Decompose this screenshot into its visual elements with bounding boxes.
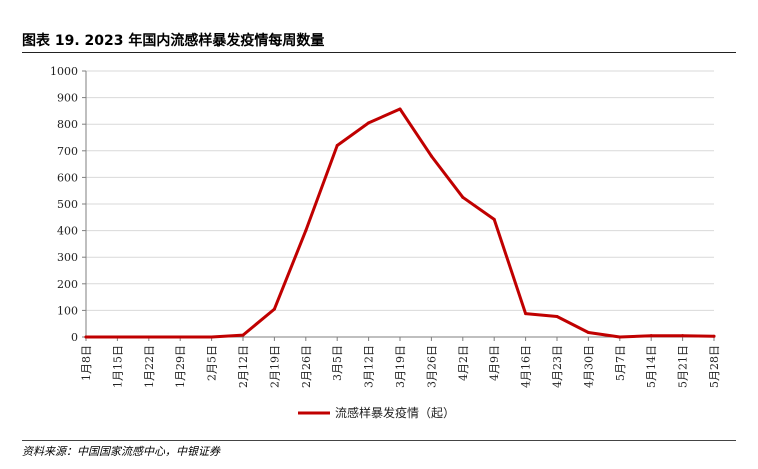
x-tick-label: 1月15日	[111, 345, 124, 388]
data-point	[712, 334, 716, 338]
data-point	[555, 315, 559, 319]
x-tick-label: 4月30日	[582, 345, 595, 388]
y-tick-label: 600	[57, 171, 78, 184]
x-tick-label: 4月16日	[520, 345, 533, 388]
x-tick-label: 1月29日	[174, 345, 187, 388]
series-group	[84, 107, 716, 339]
x-tick-label: 3月12日	[363, 345, 376, 388]
x-tick-label: 5月21日	[677, 345, 690, 388]
data-point	[178, 335, 182, 339]
x-tick-label: 5月14日	[645, 345, 658, 388]
x-tick-label: 2月26日	[300, 345, 313, 388]
data-point	[524, 312, 528, 316]
y-tick-label: 200	[57, 278, 78, 291]
series-line	[84, 107, 716, 339]
data-point	[586, 330, 590, 334]
top-rule	[22, 52, 736, 53]
x-tick-label: 3月26日	[425, 345, 438, 388]
y-tick-label: 800	[57, 118, 78, 131]
bottom-rule	[22, 440, 736, 441]
data-point	[681, 334, 685, 338]
data-point	[210, 335, 214, 339]
y-tick-label: 400	[57, 225, 78, 238]
x-tick-label: 1月22日	[143, 345, 156, 388]
data-point	[367, 121, 371, 125]
legend: 流感样暴发疫情（起）	[298, 405, 455, 420]
y-tick-label: 100	[57, 304, 78, 317]
x-tick-label: 2月5日	[206, 345, 219, 381]
x-tick-label: 3月19日	[394, 345, 407, 388]
x-tick-label: 2月12日	[237, 345, 250, 388]
line-chart: 0 100 200 300 400 500 600 700 800 900 1000 1月8日 1月1…	[50, 65, 721, 420]
x-tick-label: 3月5日	[331, 345, 344, 381]
data-point	[241, 333, 245, 337]
x-tick-label: 1月8日	[80, 345, 93, 381]
data-point	[649, 334, 653, 338]
legend-label: 流感样暴发疫情（起）	[335, 405, 455, 420]
x-tick-label: 4月9日	[488, 345, 501, 381]
data-point	[272, 307, 276, 311]
y-tick-label: 0	[71, 331, 78, 344]
chart-title: 图表 19. 2023 年国内流感样暴发疫情每周数量	[22, 33, 325, 49]
x-axis-ticks: 1月8日 1月15日 1月22日 1月29日 2月5日 2月12日 2月19日 2月26日 3月…	[80, 337, 721, 388]
data-point	[461, 195, 465, 199]
data-point	[618, 335, 622, 339]
data-point	[84, 335, 88, 339]
data-point	[147, 335, 151, 339]
source-note: 资料来源：中国国家流感中心，中银证券	[22, 445, 220, 458]
gridlines	[86, 70, 714, 311]
data-point	[398, 107, 402, 111]
x-tick-label: 2月19日	[268, 345, 281, 388]
y-tick-label: 900	[57, 92, 78, 105]
y-tick-label: 500	[57, 198, 78, 211]
y-tick-label: 1000	[50, 65, 78, 78]
data-point	[492, 217, 496, 221]
x-tick-label: 4月2日	[457, 345, 470, 381]
data-point	[429, 154, 433, 158]
x-tick-label: 4月23日	[551, 345, 564, 388]
data-point	[115, 335, 119, 339]
y-tick-label: 700	[57, 145, 78, 158]
y-axis-ticks: 0 100 200 300 400 500 600 700 800 900 1000	[50, 65, 86, 344]
data-point	[304, 229, 308, 233]
y-tick-label: 300	[57, 251, 78, 264]
x-tick-label: 5月7日	[614, 345, 627, 381]
x-tick-label: 5月28日	[708, 345, 721, 388]
data-point	[335, 143, 339, 147]
